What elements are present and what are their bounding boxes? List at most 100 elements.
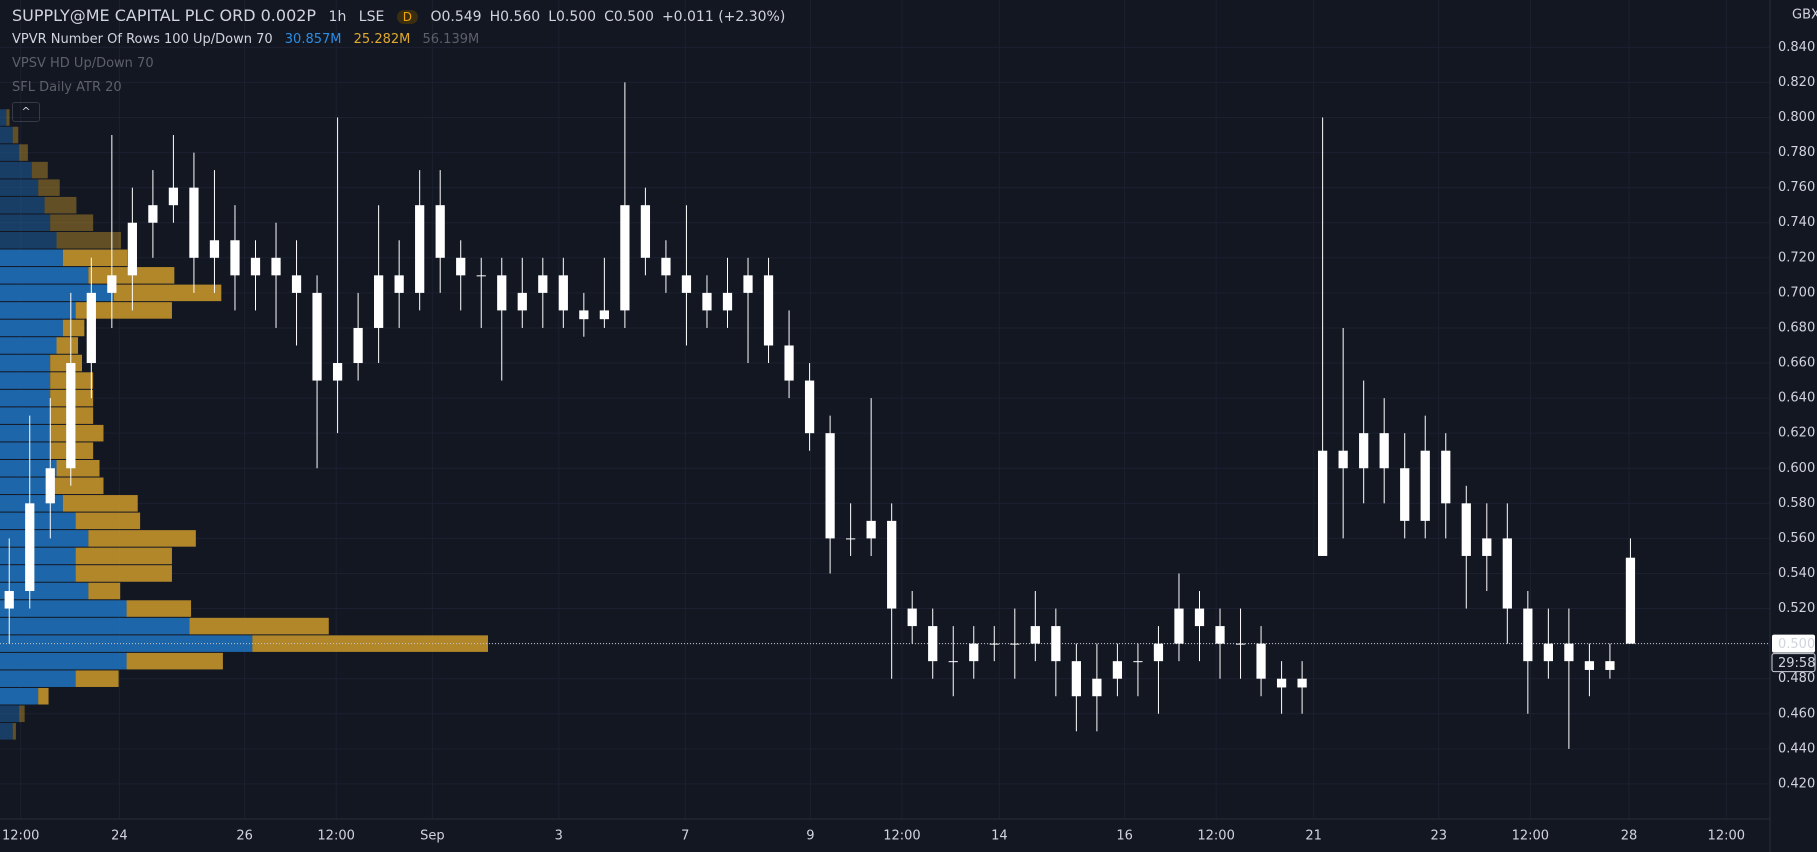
interval[interactable]: 1h: [328, 9, 347, 25]
y-tick-label: 0.580: [1778, 496, 1815, 511]
candle-body: [353, 327, 363, 364]
y-tick-label: 0.800: [1778, 110, 1815, 125]
profile-up: [0, 652, 127, 670]
indicator[interactable]: SFL Daily ATR 20: [12, 80, 130, 95]
profile-down: [75, 512, 141, 530]
candle-body: [291, 275, 302, 293]
profile-down: [56, 337, 79, 354]
candle-body: [1235, 643, 1246, 645]
profile-up: [0, 126, 13, 144]
profile-up: [0, 687, 39, 705]
candle-body: [312, 292, 322, 381]
indicator[interactable]: VPVR Number Of Rows 100 Up/Down 70 30.85…: [12, 32, 487, 47]
candle-body: [702, 292, 712, 311]
candle-body: [661, 257, 671, 276]
y-tick-label: 0.540: [1778, 566, 1815, 581]
profile-down: [19, 705, 25, 723]
candle-body: [1276, 678, 1287, 688]
symbol[interactable]: SUPPLY@ME CAPITAL PLC ORD 0.002P: [12, 6, 317, 25]
candle-body: [804, 380, 815, 434]
profile-down: [75, 670, 119, 687]
candle-body: [1194, 608, 1205, 627]
profile-up: [0, 319, 63, 337]
candle-body: [846, 538, 856, 540]
profile-up: [0, 512, 76, 530]
x-tick-label: 12:00: [2, 829, 39, 844]
profile-up: [0, 267, 89, 284]
candle-body: [763, 275, 774, 346]
candle-body: [948, 661, 958, 663]
candle-body: [1420, 450, 1430, 521]
candle-body: [989, 643, 999, 645]
y-tick-label: 0.480: [1778, 671, 1815, 686]
x-tick-label: 9: [806, 829, 814, 844]
profile-down: [50, 477, 104, 495]
x-tick-label: 24: [111, 829, 128, 844]
candle-body: [599, 310, 609, 320]
candle-body: [1482, 538, 1492, 556]
x-tick-label: 12:00: [1708, 829, 1745, 844]
profile-down: [50, 354, 82, 372]
x-tick-label: 7: [681, 829, 689, 844]
profile-down: [113, 284, 222, 302]
price-label: 0.500: [1778, 637, 1815, 652]
candle-body: [1215, 626, 1225, 644]
candle-body: [1461, 503, 1471, 556]
candle-body: [415, 205, 425, 293]
candle-body: [1071, 661, 1081, 697]
profile-up: [0, 354, 51, 372]
profile-up: [0, 179, 39, 196]
candle-body: [394, 275, 404, 293]
candle-body: [230, 240, 240, 276]
profile-down: [12, 723, 16, 740]
candle-body: [1092, 678, 1102, 697]
profile-up: [0, 477, 51, 495]
exchange: LSE: [358, 9, 385, 25]
indicator-value: 56.139M: [422, 32, 480, 47]
candle-body: [1359, 433, 1369, 469]
profile-down: [62, 495, 138, 512]
x-tick-label: 12:00: [317, 829, 354, 844]
candle-body: [497, 275, 507, 311]
candle-body: [107, 275, 117, 293]
candle-body: [189, 187, 199, 258]
candle-body: [1338, 450, 1348, 469]
candle-body: [1441, 450, 1451, 504]
y-tick-label: 0.780: [1778, 145, 1815, 160]
candle-body: [1379, 433, 1389, 469]
profile-down: [62, 249, 128, 267]
y-tick-label: 0.460: [1778, 706, 1815, 721]
x-tick-label: 12:00: [883, 829, 920, 844]
candle-body: [25, 503, 35, 592]
candle-body: [127, 222, 137, 276]
x-tick-label: 28: [1621, 829, 1638, 844]
indicator[interactable]: VPSV HD Up/Down 70: [12, 56, 162, 71]
profile-up: [0, 530, 89, 547]
y-tick-label: 0.560: [1778, 531, 1815, 546]
profile-down: [126, 652, 223, 670]
candle-body: [66, 363, 76, 469]
profile-down: [88, 530, 196, 547]
profile-up: [0, 284, 114, 302]
x-tick-label: 3: [555, 829, 563, 844]
collapse-button[interactable]: ^: [12, 102, 40, 122]
y-tick-label: 0.700: [1778, 285, 1815, 300]
profile-up: [0, 705, 20, 723]
profile-up: [0, 389, 51, 407]
indicator-name: SFL Daily ATR 20: [12, 80, 122, 95]
y-tick-label: 0.420: [1778, 776, 1815, 791]
candle-body: [887, 520, 897, 609]
profile-down: [12, 126, 19, 144]
profile-down: [56, 231, 122, 249]
indicator-name: VPVR Number Of Rows 100 Up/Down 70: [12, 32, 273, 47]
profile-down: [50, 424, 104, 442]
y-tick-label: 0.820: [1778, 75, 1815, 90]
profile-down: [44, 196, 77, 214]
profile-up: [0, 214, 51, 231]
candle-body: [1543, 643, 1553, 662]
candle-body: [928, 626, 938, 662]
x-tick-label: 12:00: [1512, 829, 1549, 844]
candle-body: [1153, 643, 1164, 662]
candle-body: [681, 275, 692, 293]
